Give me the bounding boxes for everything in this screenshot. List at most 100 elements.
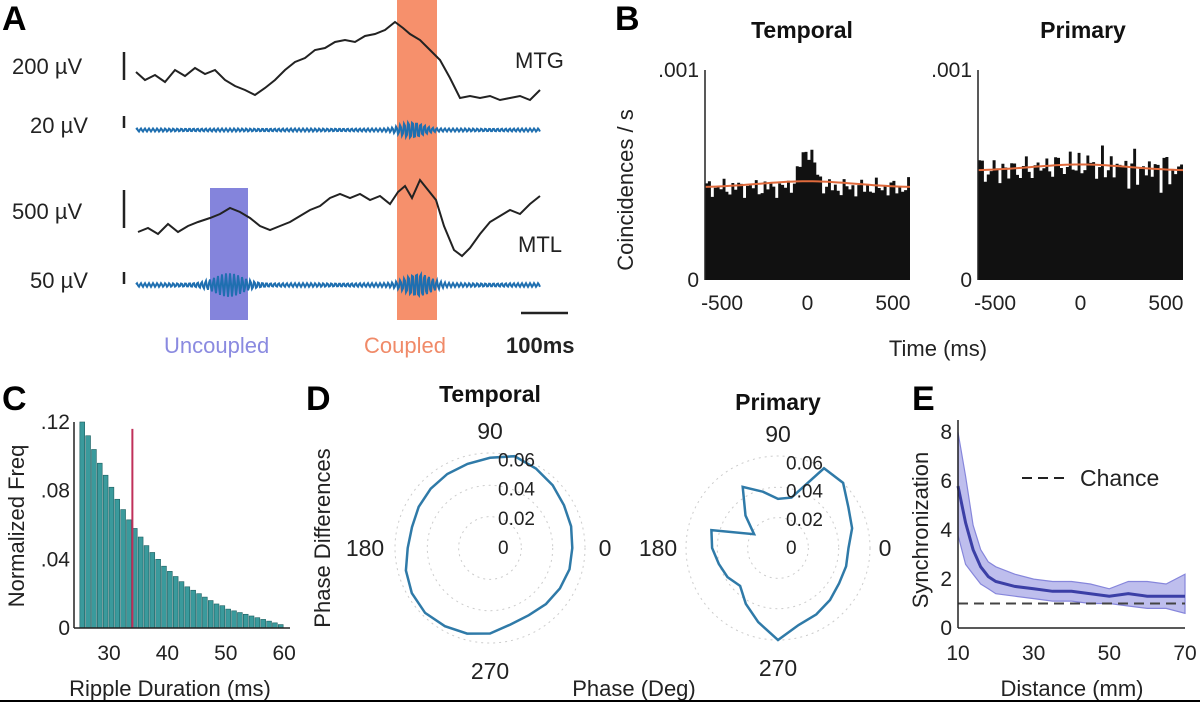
c-bar <box>79 421 85 629</box>
scale-bars <box>122 52 568 315</box>
c-bar <box>254 617 261 629</box>
e-xlabel: Distance (mm) <box>1000 676 1143 701</box>
d-angle-270-1: 270 <box>759 655 797 681</box>
e-ytick-3: 6 <box>940 470 952 493</box>
d-angle-270-0: 270 <box>471 658 509 684</box>
d-angle-180-1: 180 <box>639 535 677 561</box>
b-ylabel: Coincidences / s <box>613 109 638 270</box>
c-bar <box>161 565 167 629</box>
c-bar <box>184 586 191 629</box>
panel-letter-b: B <box>615 0 640 38</box>
d-xlabel: Phase (Deg) <box>572 676 696 701</box>
b-ytick-0-1: .001 <box>658 59 699 82</box>
c-bar <box>231 610 237 629</box>
b-fit-curve-1 <box>977 163 1184 172</box>
c-bar <box>172 576 179 629</box>
coupled-label: Coupled <box>364 333 446 358</box>
uncoupled-band-upper <box>210 188 248 320</box>
d-rlabel-1-0: 0.06 <box>786 453 823 474</box>
b-ytick-1-1: .001 <box>931 59 972 82</box>
mtg-filtered-trace <box>135 119 541 141</box>
c-bar <box>213 603 220 629</box>
b-xlabel: Time (ms) <box>889 336 987 361</box>
c-bar <box>102 474 109 629</box>
d-angle-180-0: 180 <box>346 535 384 561</box>
c-bar <box>108 486 115 629</box>
scale-label-500uv: 500 µV <box>12 199 82 224</box>
b-xtick-1-2: 500 <box>1148 292 1183 315</box>
d-rlabel-0-2: 0.02 <box>498 509 535 530</box>
d-angle-0-1: 0 <box>879 535 892 561</box>
d-grid-circle-0-1 <box>426 484 554 612</box>
b-xtick-0-0: -500 <box>701 292 743 315</box>
mtl-filtered-trace <box>135 270 541 299</box>
c-bar <box>114 498 121 629</box>
d-rlabel-1-2: 0.02 <box>786 510 823 531</box>
c-bar <box>120 509 126 629</box>
scale-label-200uv: 200 µV <box>12 54 82 79</box>
c-bar <box>126 519 132 629</box>
c-xtick-0: 30 <box>97 642 120 665</box>
d-rlabel-1-3: 0 <box>786 538 797 559</box>
c-bar <box>242 613 249 629</box>
c-bar <box>178 581 185 629</box>
d-ylabel: Phase Differences <box>310 448 335 627</box>
d-grid-circle-1-0 <box>747 517 809 579</box>
e-xtick-3: 70 <box>1173 642 1196 665</box>
c-ylabel: Normalized Freq <box>4 445 29 608</box>
c-bar <box>149 552 156 629</box>
b-title-1: Primary <box>1040 17 1126 43</box>
uncoupled-label: Uncoupled <box>164 333 269 358</box>
b-histogram-0 <box>705 149 910 280</box>
panel-e: Chance 0 2 4 6 8 10 30 50 70 <box>940 420 1197 665</box>
d-angle-90-1: 90 <box>765 421 791 447</box>
e-xtick-1: 30 <box>1022 642 1045 665</box>
c-bar <box>155 559 161 629</box>
d-rlabel-1-1: 0.04 <box>786 482 823 503</box>
scale-label-20uv: 20 µV <box>30 113 88 138</box>
b-xtick-1-1: 0 <box>1075 292 1087 315</box>
c-bar <box>97 462 103 629</box>
region-label-mtg: MTG <box>515 48 564 73</box>
b-title-0: Temporal <box>751 17 853 43</box>
c-xtick-1: 40 <box>156 642 179 665</box>
c-bar <box>219 605 226 629</box>
mtg-raw-trace <box>135 20 541 102</box>
e-ylabel: Synchronization <box>908 452 933 609</box>
e-xtick-0: 10 <box>946 642 969 665</box>
d-title-0: Temporal <box>439 381 541 407</box>
panel-c: 0 .04 .08 .12 30 40 50 60 <box>41 411 296 665</box>
e-ytick-2: 4 <box>940 519 952 542</box>
c-ytick-3: .12 <box>41 411 70 434</box>
c-ytick-1: .04 <box>41 548 71 571</box>
c-bar <box>143 545 150 629</box>
b-xtick-0-1: 0 <box>802 292 814 315</box>
e-ytick-4: 8 <box>940 421 952 444</box>
d-grid-circle-0-2 <box>394 452 586 644</box>
c-bar <box>272 622 278 629</box>
e-ytick-0: 0 <box>940 617 952 640</box>
c-bar <box>196 593 202 629</box>
d-polar-trace-1 <box>710 466 854 642</box>
c-bar <box>225 608 231 629</box>
d-grid-circle-1-1 <box>716 486 840 610</box>
c-xtick-2: 50 <box>214 642 237 665</box>
d-rlabel-0-3: 0 <box>498 538 509 559</box>
d-rlabel-0-1: 0.04 <box>498 480 535 501</box>
c-bar <box>237 612 243 629</box>
panel-letter-e: E <box>912 380 935 418</box>
e-legend-label: Chance <box>1080 465 1159 491</box>
d-rlabel-0-0: 0.06 <box>498 451 535 472</box>
b-histogram-1 <box>978 145 1183 280</box>
panel-letter-a: A <box>2 0 27 38</box>
c-bar <box>167 571 173 629</box>
b-ytick-1-0: 0 <box>960 269 972 292</box>
e-ytick-1: 2 <box>940 568 952 591</box>
panel-letter-d: D <box>306 380 331 418</box>
panel-d: Temporal 0.06 0.04 0.02 0 90 180 0 270 Primary 0.0… <box>346 381 892 684</box>
e-confidence-band <box>957 432 1186 615</box>
b-ytick-0-0: 0 <box>687 269 699 292</box>
d-polar-trace-0 <box>404 454 574 635</box>
